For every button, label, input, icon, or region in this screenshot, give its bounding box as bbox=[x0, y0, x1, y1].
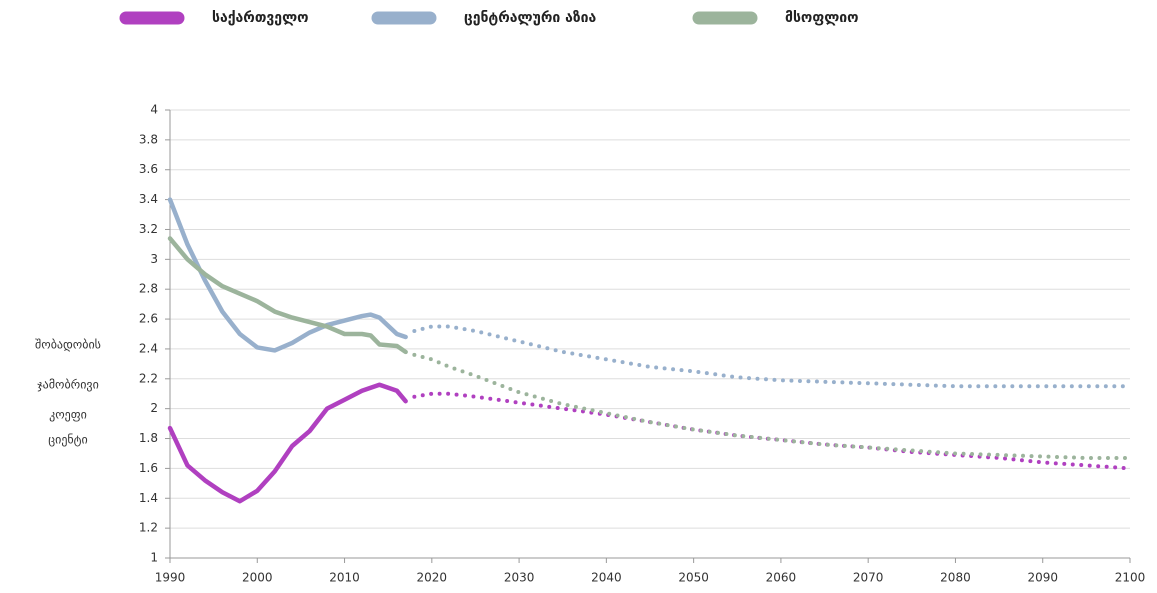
legend-label: მსოფლიო bbox=[785, 10, 859, 26]
y-axis-label: ჯამობრივი bbox=[37, 378, 99, 392]
y-tick-label: 1.8 bbox=[139, 431, 158, 445]
x-tick-label: 2070 bbox=[853, 571, 884, 585]
x-tick-label: 2020 bbox=[417, 571, 448, 585]
series-line bbox=[167, 197, 408, 353]
y-tick-label: 2.8 bbox=[139, 282, 158, 296]
y-axis-label: ციენტი bbox=[48, 433, 88, 447]
y-tick-label: 2.4 bbox=[139, 341, 158, 355]
y-tick-label: 2 bbox=[150, 401, 158, 415]
x-tick-label: 2060 bbox=[766, 571, 797, 585]
y-tick-label: 1.6 bbox=[139, 461, 158, 475]
y-axis-label: შობადობის bbox=[35, 338, 101, 352]
projection-line bbox=[412, 324, 1132, 389]
y-tick-label: 2.6 bbox=[139, 312, 158, 326]
y-tick-label: 3.2 bbox=[139, 222, 158, 236]
y-tick-label: 4 bbox=[150, 103, 158, 117]
legend-label: ცენტრალური აზია bbox=[464, 10, 596, 26]
y-axis-label: კოეფი bbox=[49, 408, 87, 422]
series-line bbox=[167, 382, 408, 504]
x-tick-label: 1990 bbox=[155, 571, 186, 585]
x-tick-label: 2080 bbox=[940, 571, 971, 585]
x-tick-label: 2050 bbox=[678, 571, 709, 585]
x-tick-label: 2010 bbox=[329, 571, 360, 585]
y-tick-label: 3.6 bbox=[139, 162, 158, 176]
y-tick-label: 1 bbox=[150, 551, 158, 565]
y-tick-label: 1.4 bbox=[139, 491, 158, 505]
legend-label: საქართველო bbox=[212, 10, 309, 26]
series-line bbox=[167, 236, 408, 355]
x-tick-label: 2040 bbox=[591, 571, 622, 585]
projection-line bbox=[412, 352, 1132, 460]
x-tick-label: 2090 bbox=[1027, 571, 1058, 585]
y-tick-label: 3.8 bbox=[139, 132, 158, 146]
x-tick-label: 2030 bbox=[504, 571, 535, 585]
y-tick-label: 3 bbox=[150, 252, 158, 266]
x-tick-label: 2000 bbox=[242, 571, 273, 585]
y-tick-label: 1.2 bbox=[139, 521, 158, 535]
y-tick-label: 3.4 bbox=[139, 192, 158, 206]
y-tick-label: 2.2 bbox=[139, 371, 158, 385]
x-tick-label: 2100 bbox=[1115, 571, 1146, 585]
